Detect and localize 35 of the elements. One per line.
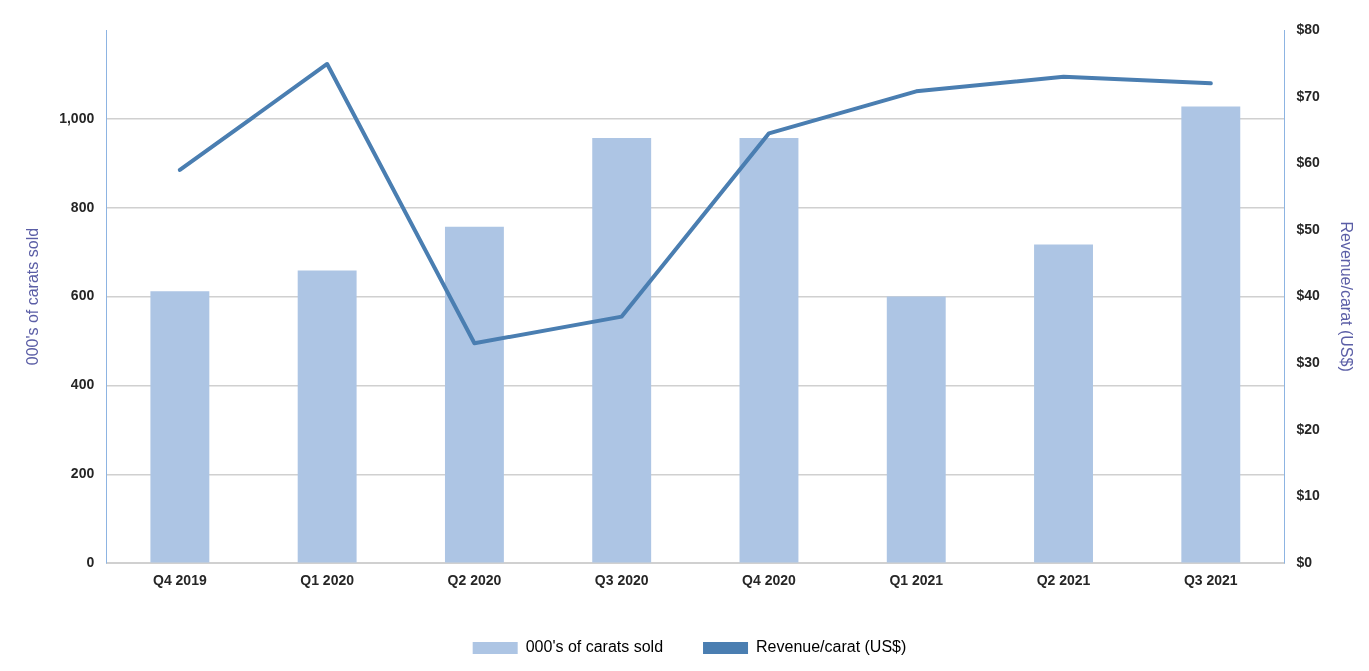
bar: [1034, 244, 1093, 563]
legend-label: Revenue/carat (US$): [756, 638, 907, 656]
bar: [886, 296, 946, 563]
y-tick-label: 400: [70, 376, 95, 393]
y2-tick-label: $40: [1296, 287, 1321, 304]
x-tick-label: Q1 2021: [889, 572, 944, 589]
x-tick-label: Q4 2019: [153, 572, 207, 589]
x-tick-label: Q3 2020: [594, 572, 649, 589]
y2-tick-label: $30: [1296, 354, 1321, 371]
x-tick-label: Q2 2020: [447, 572, 502, 589]
bar: [739, 137, 799, 563]
y2-tick-label: $10: [1296, 487, 1321, 504]
y-tick-label: 600: [70, 287, 95, 304]
y2-tick-label: $50: [1296, 220, 1321, 237]
y-tick-label: 1,000: [59, 109, 95, 126]
bar: [592, 137, 652, 563]
y2-axis-title: Revenue/carat (US$): [1337, 221, 1355, 372]
y-axis-title: 000's of carats sold: [24, 227, 42, 366]
bar: [297, 270, 357, 563]
y-tick-label: 800: [70, 198, 95, 215]
bar: [444, 226, 504, 563]
y-tick-label: 0: [86, 554, 95, 571]
x-tick-label: Q1 2020: [300, 572, 355, 589]
x-tick-label: Q3 2021: [1183, 572, 1238, 589]
y2-tick-label: $80: [1296, 20, 1321, 37]
y-tick-label: 200: [70, 465, 95, 482]
bar: [1181, 106, 1241, 563]
x-tick-label: Q2 2021: [1036, 572, 1091, 589]
y2-tick-label: $60: [1296, 154, 1321, 171]
legend-label: 000's of carats sold: [525, 638, 664, 656]
y2-tick-label: $0: [1296, 554, 1313, 571]
x-tick-label: Q4 2020: [742, 572, 797, 589]
bar: [150, 291, 210, 563]
y2-tick-label: $70: [1296, 87, 1321, 104]
y2-tick-label: $20: [1296, 420, 1321, 437]
